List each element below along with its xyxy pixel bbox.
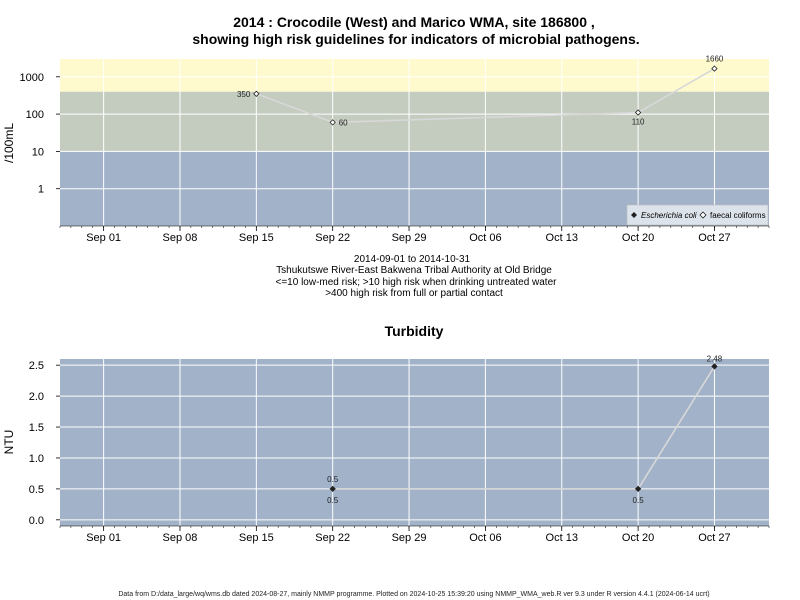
turbidity-panel-bg bbox=[60, 359, 769, 526]
turbidity-x-tick-label: Oct 27 bbox=[698, 532, 730, 544]
microbial-y-tick-label: 1000 bbox=[20, 72, 44, 84]
chart-title-line-1: 2014 : Crocodile (West) and Marico WMA, … bbox=[233, 14, 595, 30]
site-name-note: Tshukutswe River-East Bakwena Tribal Aut… bbox=[276, 265, 552, 276]
microbial-x-tick-label: Sep 22 bbox=[315, 232, 350, 244]
faecal-coliforms-data-label: 350 bbox=[237, 90, 251, 99]
microbial-x-tick-label: Sep 01 bbox=[86, 232, 121, 244]
microbial-x-tick-label: Oct 13 bbox=[546, 232, 578, 244]
turbidity-point bbox=[711, 363, 718, 370]
turbidity-x-tick-label: Sep 22 bbox=[315, 532, 350, 544]
faecal-coliforms-point bbox=[329, 119, 336, 126]
date-range-note: 2014-09-01 to 2014-10-31 bbox=[354, 254, 471, 265]
turbidity-axes: 0.0 0.5 1.0 1.5 2.0 2.5 Sep 01 Sep 08 Sep 15 Sep … bbox=[29, 360, 770, 544]
legend-ecoli-label: Escherichia coli bbox=[641, 211, 697, 220]
faecal-coliforms-point bbox=[634, 109, 642, 116]
turbidity-x-tick-label: Sep 15 bbox=[239, 532, 274, 544]
turbidity-point bbox=[634, 485, 642, 493]
legend-faecal-label: faecal coliforms bbox=[710, 211, 766, 220]
faecal-coliforms-data-label: 60 bbox=[339, 118, 348, 127]
risk-band bbox=[60, 91, 769, 152]
turbidity-x-tick-label: Oct 06 bbox=[469, 532, 501, 544]
turbidity-y-tick-label: 0.0 bbox=[29, 515, 44, 527]
microbial-y-axis-label: /100mL bbox=[2, 123, 16, 163]
faecal-coliforms-data-label: 110 bbox=[632, 118, 645, 127]
microbial-x-tick-label: Sep 15 bbox=[239, 232, 274, 244]
legend-faecal-marker bbox=[699, 211, 707, 219]
turbidity-x-tick-label: Sep 08 bbox=[163, 532, 198, 544]
microbial-panel: 350 60 110 1660 bbox=[60, 55, 769, 226]
turbidity-x-tick-label: Sep 29 bbox=[392, 532, 427, 544]
microbial-x-tick-label: Oct 06 bbox=[469, 232, 501, 244]
turbidity-y-tick-label: 2.5 bbox=[29, 360, 44, 372]
turbidity-x-tick-label: Sep 01 bbox=[86, 532, 121, 544]
turbidity-data-label: 0.5 bbox=[327, 496, 339, 505]
turbidity-x-tick-label: Oct 13 bbox=[546, 532, 578, 544]
turbidity-title: Turbidity bbox=[385, 323, 444, 339]
faecal-coliforms-point bbox=[253, 90, 260, 97]
turbidity-panel: 0.5 0.5 0.5 2.48 bbox=[60, 354, 769, 526]
turbidity-point bbox=[329, 485, 336, 493]
microbial-x-tick-label: Oct 20 bbox=[622, 232, 654, 244]
turbidity-y-tick-label: 1.5 bbox=[29, 422, 44, 434]
turbidity-y-tick-label: 0.5 bbox=[29, 484, 44, 496]
faecal-coliforms-point bbox=[711, 65, 718, 72]
legend-box bbox=[626, 204, 769, 226]
contact-risk-note: >400 high risk from full or partial cont… bbox=[325, 288, 503, 299]
footer-provenance: Data from D:/data_large/wq/wms.db dated … bbox=[118, 591, 709, 598]
risk-band bbox=[60, 59, 769, 92]
microbial-y-tick-label: 1 bbox=[38, 184, 44, 196]
legend: Escherichia coli faecal coliforms bbox=[626, 204, 769, 226]
low-risk-note: <=10 low-med risk; >10 high risk when dr… bbox=[276, 277, 558, 288]
turbidity-data-label: 0.5 bbox=[327, 475, 339, 484]
microbial-x-tick-label: Sep 08 bbox=[163, 232, 198, 244]
turbidity-y-axis-label: NTU bbox=[2, 430, 16, 455]
legend-ecoli-marker bbox=[631, 212, 637, 218]
turbidity-data-label: 2.48 bbox=[707, 354, 723, 363]
chart-title-line-2: showing high risk guidelines for indicat… bbox=[192, 31, 639, 47]
microbial-y-tick-label: 10 bbox=[32, 146, 44, 158]
microbial-x-tick-label: Oct 27 bbox=[698, 232, 730, 244]
faecal-coliforms-line bbox=[256, 67, 715, 124]
turbidity-x-tick-label: Oct 20 bbox=[622, 532, 654, 544]
microbial-y-tick-label: 100 bbox=[26, 109, 44, 121]
turbidity-y-tick-label: 1.0 bbox=[29, 453, 44, 465]
turbidity-data-label: 0.5 bbox=[633, 496, 645, 505]
microbial-x-tick-label: Sep 29 bbox=[392, 232, 427, 244]
faecal-coliforms-data-label: 1660 bbox=[706, 55, 724, 64]
turbidity-y-tick-label: 2.0 bbox=[29, 391, 44, 403]
